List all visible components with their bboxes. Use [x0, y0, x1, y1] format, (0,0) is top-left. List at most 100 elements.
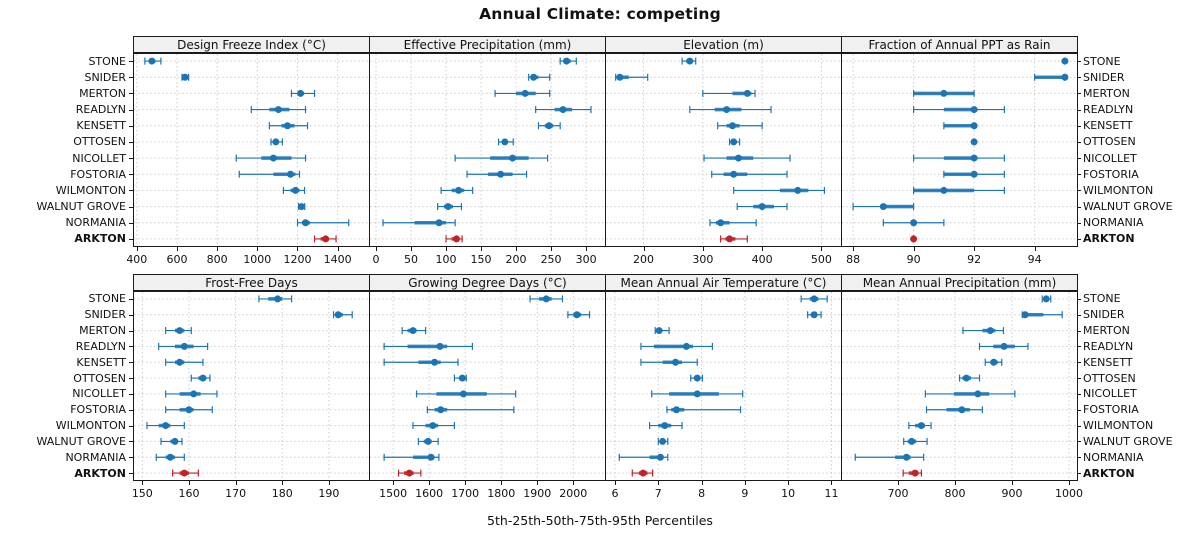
series-walnut-grove [437, 203, 463, 211]
x-tick-label: 10 [781, 487, 796, 500]
median-dot [162, 422, 170, 430]
series-kensett [268, 122, 309, 130]
median-dot [562, 57, 570, 65]
station-label-readlyn: READLYN [75, 339, 126, 353]
x-tick-label: 11 [824, 487, 839, 500]
series-nicollet [924, 390, 1016, 398]
row-tick [1077, 330, 1081, 332]
row-tick [1077, 393, 1081, 395]
x-tick [481, 247, 483, 251]
row-tick [129, 425, 133, 427]
series-readlyn [689, 106, 772, 114]
median-dot [497, 170, 505, 178]
x-tick-label: 1600 [415, 487, 444, 500]
panel-plot-design-freeze-index [133, 53, 370, 247]
series-snider [615, 73, 649, 81]
x-tick-label: 800 [206, 253, 228, 266]
row-tick [129, 346, 133, 348]
series-wilmonton [282, 186, 306, 194]
series-wilmonton [440, 186, 474, 194]
x-tick-label: 300 [692, 253, 714, 266]
median-dot [970, 138, 978, 146]
series-ottosen [958, 374, 981, 382]
station-label-right-kensett: KENSETT [1083, 119, 1133, 133]
series-ottosen [190, 374, 211, 382]
median-dot [661, 422, 669, 430]
median-dot [723, 106, 731, 114]
series-wilmonton [146, 422, 185, 430]
median-dot [458, 374, 466, 382]
series-nicollet [165, 390, 218, 398]
median-dot [1000, 342, 1008, 350]
row-tick [1077, 174, 1081, 176]
row-tick [129, 174, 133, 176]
x-tick-label: 0 [372, 253, 380, 266]
panel-strip-effective-precipitation: Effective Precipitation (mm) [369, 36, 606, 53]
median-dot [911, 469, 919, 477]
series-fostoria [925, 406, 983, 414]
series-walnut-grove [736, 203, 788, 211]
series-kensett [943, 122, 978, 130]
median-dot [302, 219, 310, 227]
row-tick [1077, 314, 1081, 316]
station-label-right-readlyn: READLYN [1083, 339, 1134, 353]
median-dot [424, 437, 432, 445]
x-tick [898, 481, 899, 485]
median-dot [917, 422, 925, 430]
x-tick [176, 247, 178, 251]
station-label-right-walnut-grove: WALNUT GROVE [1083, 200, 1173, 214]
station-label-kensett: KENSETT [76, 355, 126, 369]
series-arkton [397, 469, 422, 477]
median-dot [693, 390, 701, 398]
station-label-snider: SNIDER [84, 70, 126, 84]
station-label-right-fostoria: FOSTORIA [1083, 167, 1139, 181]
x-tick-label: 1000 [243, 253, 272, 266]
series-nicollet [454, 154, 549, 162]
median-dot [940, 186, 948, 194]
median-dot [545, 122, 553, 130]
median-dot [1021, 311, 1029, 319]
median-dot [429, 422, 437, 430]
median-dot [693, 374, 701, 382]
series-arkton [445, 235, 463, 243]
median-dot [286, 170, 294, 178]
median-dot [283, 122, 291, 130]
row-tick [1077, 441, 1081, 443]
series-snider [528, 73, 551, 81]
median-dot [521, 89, 529, 97]
series-kensett [383, 358, 459, 366]
x-tick [142, 481, 144, 485]
station-label-walnut-grove: WALNUT GROVE [36, 200, 126, 214]
station-label-right-fostoria: FOSTORIA [1083, 403, 1139, 417]
series-walnut-grove [657, 437, 669, 445]
median-dot [148, 57, 156, 65]
x-tick [831, 481, 833, 485]
station-label-wilmonton: WILMONTON [55, 183, 126, 197]
series-nicollet [703, 154, 791, 162]
median-dot [728, 122, 736, 130]
x-tick-label: 180 [271, 487, 293, 500]
median-dot [656, 453, 664, 461]
median-dot [717, 219, 725, 227]
station-label-right-ottosen: OTTOSEN [1083, 371, 1136, 385]
median-dot [444, 203, 452, 211]
station-label-right-snider: SNIDER [1083, 308, 1125, 322]
x-tick [465, 481, 467, 485]
x-tick-label: 200 [633, 253, 655, 266]
station-label-normania: NORMANIA [65, 216, 126, 230]
median-dot [437, 406, 445, 414]
series-normania [709, 219, 757, 227]
series-arkton [720, 235, 748, 243]
x-tick-label: 1000 [1055, 487, 1084, 500]
x-tick-label: 50 [404, 253, 419, 266]
series-kensett [537, 122, 561, 130]
row-tick [1077, 222, 1081, 224]
median-dot [180, 469, 188, 477]
x-tick-label: 1800 [487, 487, 516, 500]
series-snider [567, 311, 591, 319]
median-dot [291, 186, 299, 194]
median-dot [903, 453, 911, 461]
series-ottosen [270, 138, 284, 146]
series-readlyn [158, 342, 209, 350]
x-tick [446, 247, 448, 251]
